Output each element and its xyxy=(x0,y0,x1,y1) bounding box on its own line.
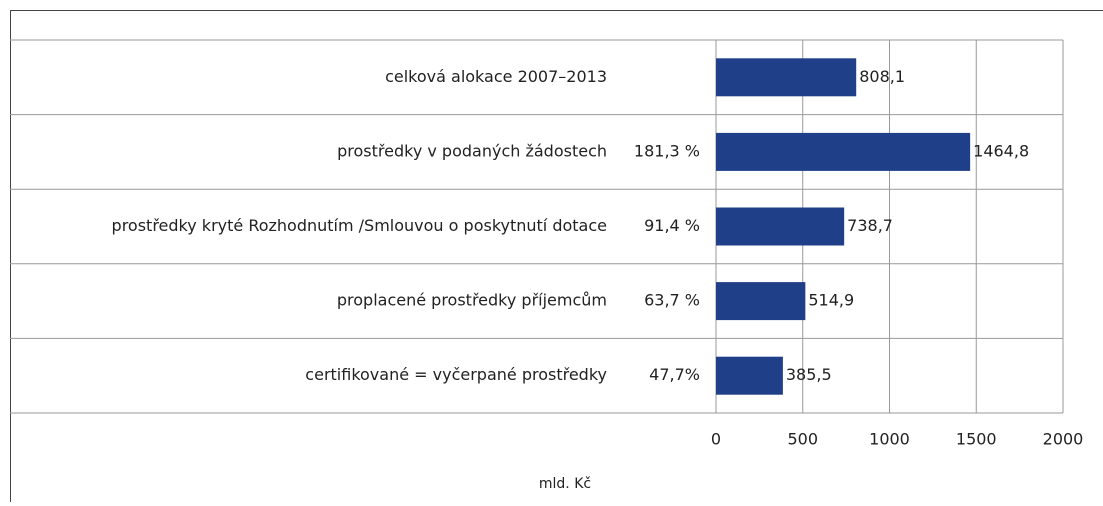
x-tick-label: 1500 xyxy=(956,430,997,449)
value-label: 385,5 xyxy=(786,365,832,384)
category-label: celková alokace 2007–2013 xyxy=(385,67,607,86)
x-tick-label: 0 xyxy=(711,430,721,449)
bar xyxy=(716,282,805,320)
share-label: 181,3 % xyxy=(634,141,700,160)
value-label: 1464,8 xyxy=(973,141,1029,160)
value-label: 808,1 xyxy=(859,67,905,86)
value-label: 738,7 xyxy=(847,216,893,235)
share-label: 91,4 % xyxy=(644,216,700,235)
bar xyxy=(716,208,844,246)
bar xyxy=(716,133,970,171)
bar xyxy=(716,58,856,96)
bar xyxy=(716,357,783,395)
share-label: 47,7% xyxy=(649,365,700,384)
share-label: 63,7 % xyxy=(644,291,700,310)
x-axis-label: mld. Kč xyxy=(539,476,591,492)
x-tick-label: 1000 xyxy=(869,430,910,449)
category-label: certifikované = vyčerpané prostředky xyxy=(305,365,607,384)
x-tick-label: 500 xyxy=(787,430,818,449)
x-tick-label: 2000 xyxy=(1043,430,1084,449)
category-label: prostředky kryté Rozhodnutím /Smlouvou o… xyxy=(112,216,607,235)
category-label: proplacené prostředky příjemcům xyxy=(337,291,607,310)
category-label: prostředky v podaných žádostech xyxy=(337,141,607,160)
value-label: 514,9 xyxy=(808,291,854,310)
